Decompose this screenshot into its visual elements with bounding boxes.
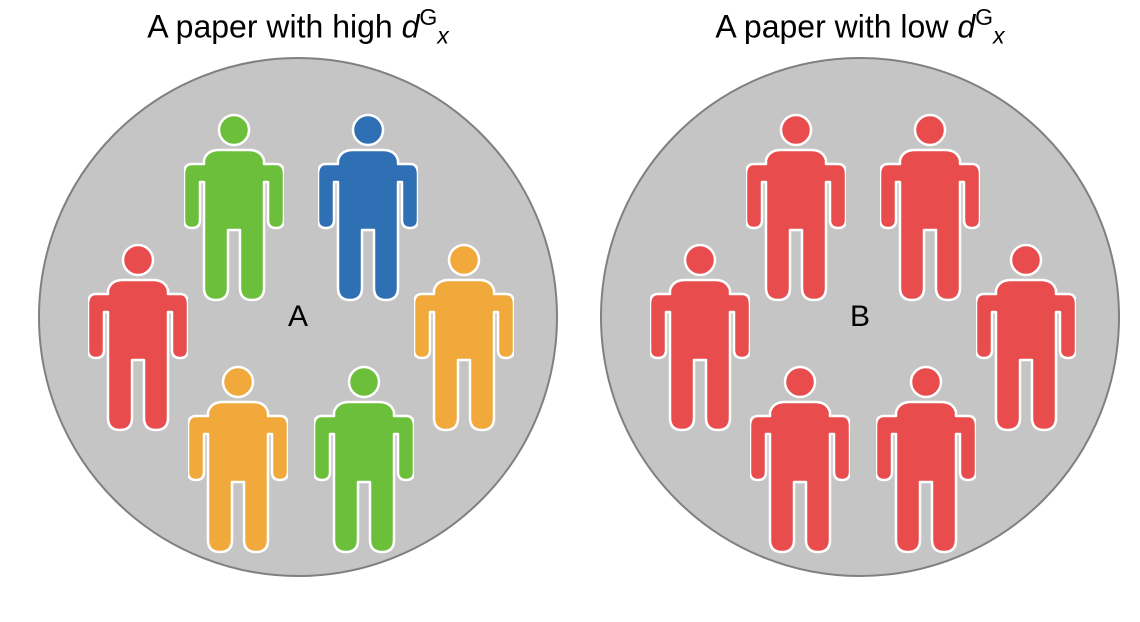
person-icon — [650, 242, 750, 432]
person-icon — [414, 242, 514, 432]
person-icon — [318, 112, 418, 302]
title-var: d — [402, 9, 420, 45]
person-icon — [188, 364, 288, 554]
title-prefix: A paper with low — [715, 9, 957, 45]
center-label: B — [850, 300, 870, 334]
panel-title: A paper with high dGx — [38, 4, 558, 49]
person-icon — [88, 242, 188, 432]
panel-title: A paper with low dGx — [600, 4, 1120, 49]
diagram-root: A paper with high dGx A A paper with lo — [0, 0, 1140, 622]
person-icon — [876, 364, 976, 554]
title-prefix: A paper with high — [147, 9, 401, 45]
title-sup: G — [975, 4, 993, 30]
person-icon — [880, 112, 980, 302]
title-sub: x — [993, 22, 1005, 48]
person-icon — [746, 112, 846, 302]
panel-high-diversity: A paper with high dGx A — [38, 0, 558, 577]
person-icon — [184, 112, 284, 302]
circle-container: A — [38, 57, 558, 577]
person-icon — [750, 364, 850, 554]
title-var: d — [957, 9, 975, 45]
circle-container: B — [600, 57, 1120, 577]
center-label: A — [288, 300, 308, 334]
title-sup: G — [419, 4, 437, 30]
title-sub: x — [437, 22, 449, 48]
person-icon — [314, 364, 414, 554]
person-icon — [976, 242, 1076, 432]
panel-low-diversity: A paper with low dGx B — [600, 0, 1120, 577]
